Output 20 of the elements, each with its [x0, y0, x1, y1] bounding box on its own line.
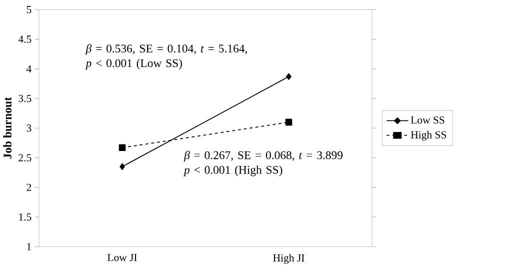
y-tick-label: 1.5 — [19, 213, 32, 220]
y-tick-label: 1 — [27, 242, 31, 250]
point — [285, 118, 292, 126]
x-tick-label: High JI — [273, 254, 304, 264]
y-tick-label: 4.5 — [18, 35, 32, 43]
point — [286, 73, 292, 80]
text: β = 0.536, SE = 0.104, t = 5.164, p < 0.001 (Low SS) — [85, 44, 247, 70]
x-tick-label: Low JI — [108, 254, 137, 261]
text: β = 0.267, SE = 0.068, t = 3.899 p < 0.001 (High SS) — [183, 150, 342, 176]
legend-label: Low SS — [410, 116, 444, 124]
y-tick-label: 2 — [26, 184, 32, 191]
y-tick-label: 3.5 — [18, 94, 32, 102]
y-tick-label: 3 — [26, 124, 32, 132]
point — [118, 144, 126, 151]
y-tick-label: 5 — [26, 6, 32, 14]
y-tick-label: 4 — [26, 65, 32, 72]
legend-label: High SS — [410, 130, 446, 140]
y-axis-title: Job burnout — [3, 96, 12, 159]
y-tick-label: 2.5 — [18, 154, 32, 162]
point — [120, 163, 125, 170]
